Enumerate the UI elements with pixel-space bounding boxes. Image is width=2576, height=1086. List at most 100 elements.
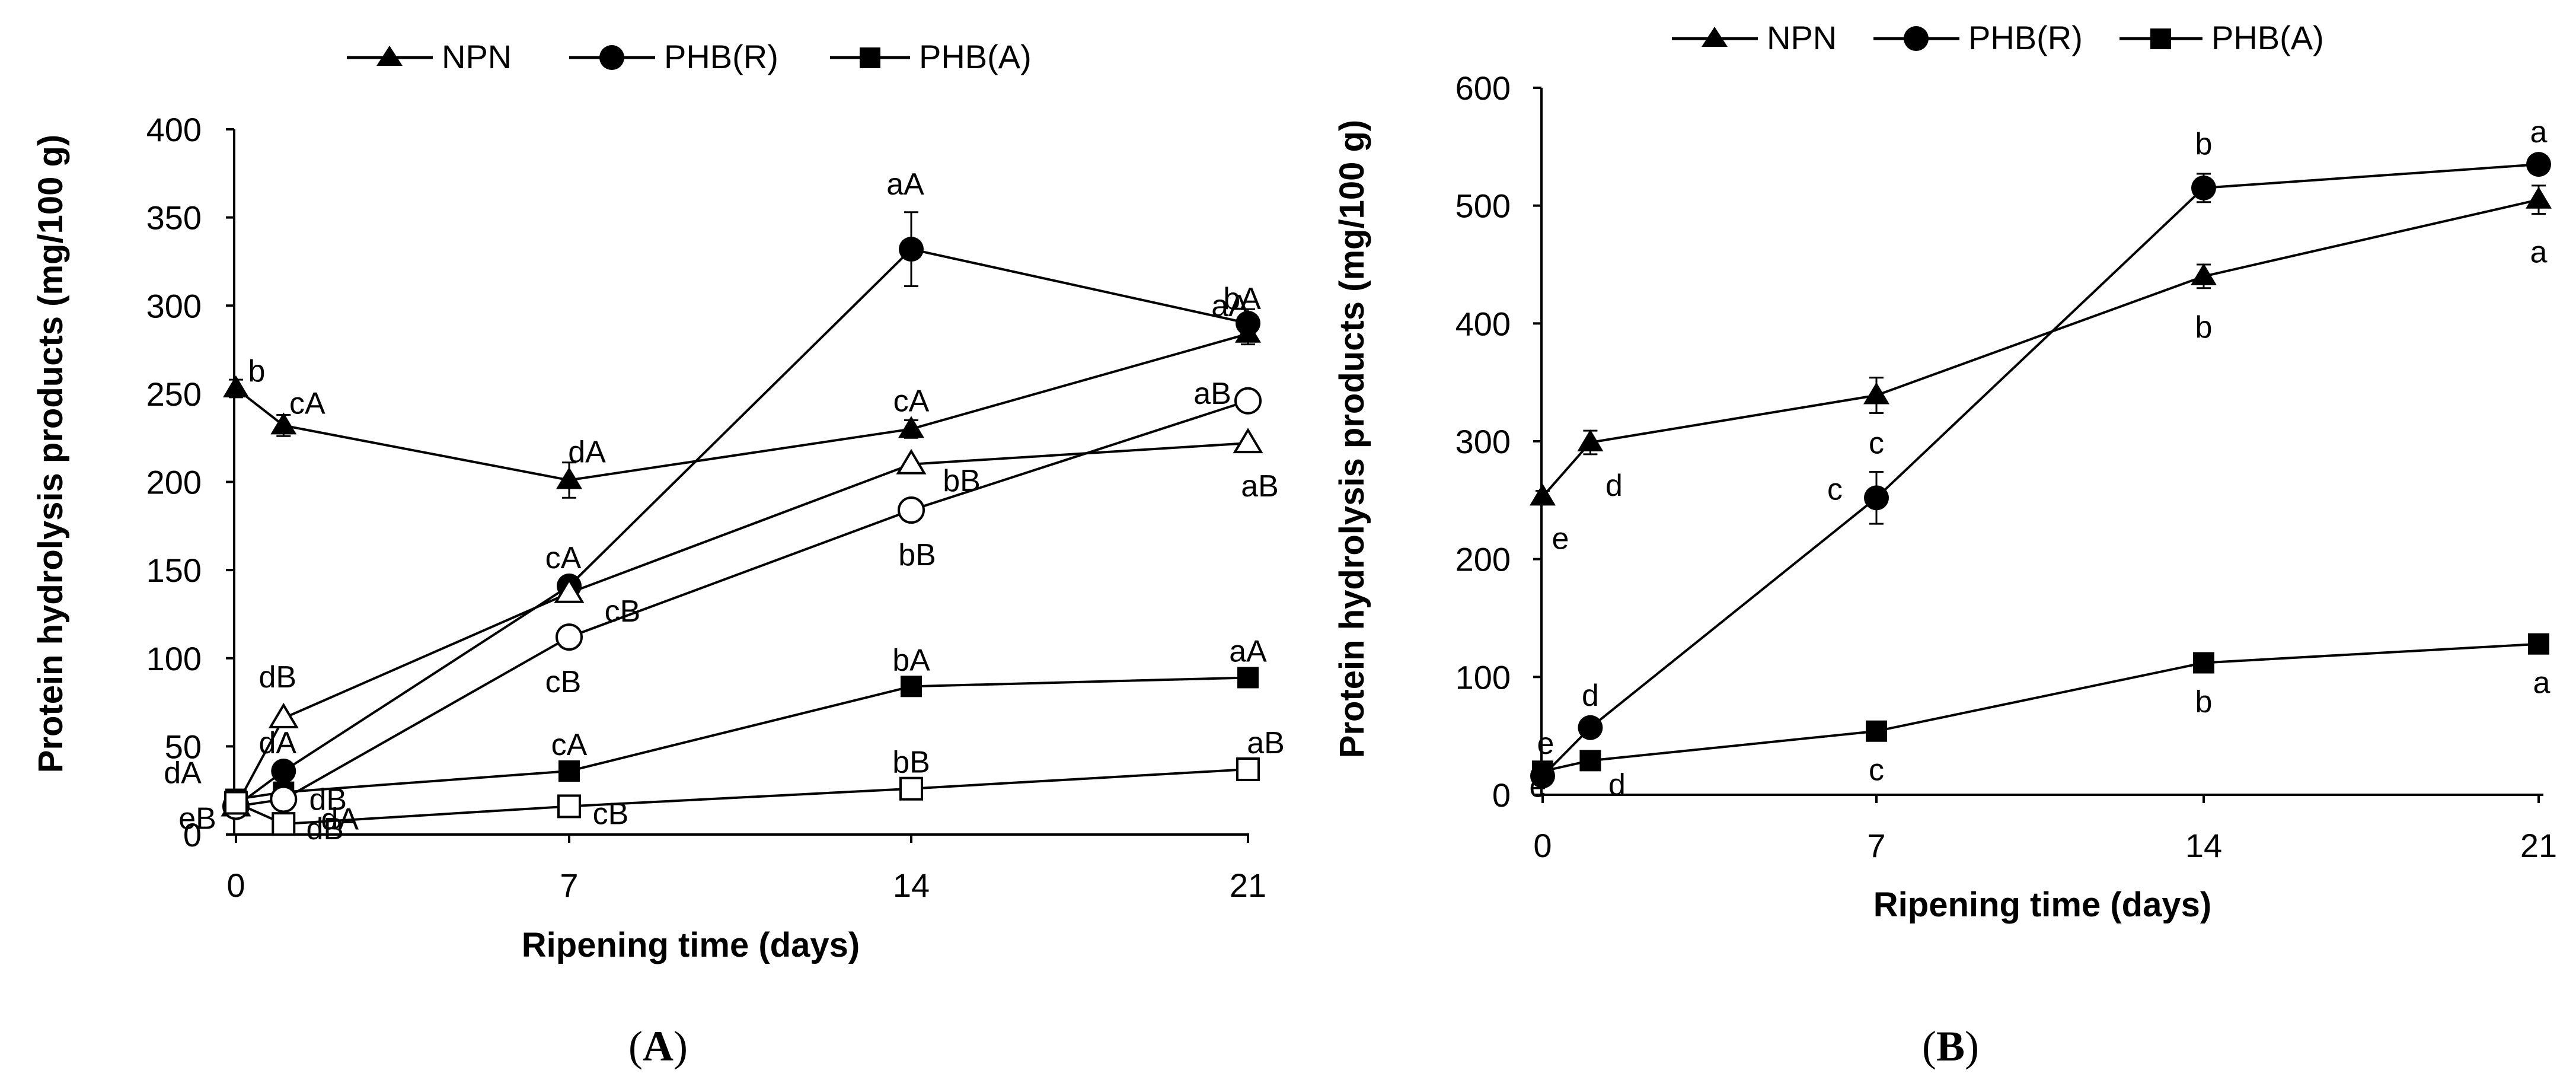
panel-b-series-phb-a-data-label: e	[1530, 769, 1547, 804]
panel-b-series-npn-point	[1530, 483, 1556, 506]
panel-a-y-axis-label: Protein hydrolysis products (mg/100 g)	[31, 135, 70, 773]
panel-a-series-npn-open-point	[896, 448, 927, 474]
panel-a-series-phb-a-open-point	[272, 812, 296, 836]
panel-a-series-phb-r-open-point	[1234, 387, 1262, 415]
panel-b-series-phb-r-point	[1864, 485, 1889, 511]
panel-b-label: (B)	[1922, 1023, 1979, 1070]
panel-b-series-npn-point	[2191, 263, 2217, 285]
panel-b-legend: NPN PHB(R) PHB(A)	[1672, 19, 2324, 56]
panel-a-label-letter: A	[643, 1023, 673, 1070]
panel-a-series-phb-a-point	[1237, 667, 1259, 689]
panel-a-series-phb-a-open-data-label: dB	[306, 812, 344, 846]
panel-a-series-phb-a-data-label: cA	[551, 728, 588, 762]
panel-a-series-npn-point	[556, 467, 582, 489]
panel-b-x-tick-label: 7	[1867, 827, 1885, 864]
panel-a-series-phb-r-open-data-label: bB	[898, 538, 936, 572]
panel-a-y-tick-label: 350	[146, 199, 202, 237]
panel-b-x-axis-label: Ripening time (days)	[1873, 886, 2211, 924]
panel-a-series-phb-r-open-data-label: dB	[309, 783, 347, 817]
panel-a-legend-marker-npn	[376, 46, 403, 66]
panel-a-x-axis-label: Ripening time (days)	[522, 926, 860, 964]
panel-a-series-phb-r-open-data-label: cB	[545, 665, 582, 699]
panel-a-series-npn-data-label: cA	[289, 386, 325, 421]
panel-a-series-phb-r-data-label: eB	[178, 801, 216, 836]
panel-b-y-tick-label: 400	[1455, 305, 1511, 342]
panel-b-series-npn-point	[1863, 382, 1889, 405]
panel-b-y-tick-label: 200	[1455, 541, 1511, 578]
panel-b-y-tick-label: 300	[1455, 423, 1511, 460]
panel-a-series-phb-a-point	[901, 676, 922, 698]
panel-a-x-tick-label: 14	[893, 867, 930, 904]
panel-b-legend-marker-phb-r	[1904, 26, 1929, 51]
panel-b-series-npn-point	[1577, 429, 1604, 451]
panel-b-series-phb-r-point	[2191, 175, 2216, 200]
panel-a-series-phb-a-open-data-label: bB	[892, 746, 930, 780]
panel-a-series-phb-a-open-point	[224, 791, 248, 815]
panel-a-y-tick-label: 400	[146, 111, 202, 148]
panel-b-y-tick-label: 600	[1455, 69, 1511, 107]
panel-a-series-phb-a-data-label: dA	[164, 756, 202, 791]
panel-a-series-npn-data-label: dA	[568, 435, 606, 470]
panel-a-y-tick-label: 0	[183, 816, 202, 853]
panel-a-legend-marker-phb-a	[860, 47, 880, 68]
panel-a-y-tick-label: 50	[165, 728, 202, 765]
panel-a-series-npn-point	[223, 375, 249, 397]
panel-b-series-phb-a-data-label: a	[2533, 666, 2551, 700]
panel-b-series-npn: e d c b a	[1530, 184, 2552, 556]
panel-a-series-phb-a-open-point	[899, 776, 923, 801]
panel-a-y-tick-label: 300	[146, 287, 202, 324]
panel-b-series-npn-data-label: c	[1869, 426, 1884, 461]
panel-a-series-phb-r-data-label: bA	[1223, 282, 1261, 316]
panel-a-series-npn-open: dB cB bB aB	[221, 428, 1279, 817]
panel-a-series-npn-open-data-label: dB	[258, 660, 296, 695]
panel-a-series-phb-r-data-label: cA	[545, 541, 582, 575]
panel-a-series-phb-r-point	[271, 758, 296, 784]
panel-b-legend-marker-npn	[1702, 27, 1728, 47]
panel-a: NPN PHB(R) PHB(A) Protein hydrolysis pro…	[31, 38, 1285, 1070]
panel-a-series-npn-open-point	[268, 702, 299, 728]
panel-a-y-tick-label: 100	[146, 640, 202, 677]
panel-a-series-phb-a-open-point	[1236, 757, 1260, 782]
panel-b-series-phb-a-data-label: d	[1608, 767, 1626, 802]
panel-b-y-tick-label: 500	[1455, 187, 1511, 225]
panel-a-series-npn-open-data-label: bB	[943, 464, 981, 498]
panel-b-series-npn-data-label: d	[1605, 469, 1623, 503]
panel-a-legend-label-phb-r: PHB(R)	[664, 38, 778, 75]
panel-b-series-phb-r-point	[1578, 715, 1603, 740]
panel-a-y-tick-label: 150	[146, 552, 202, 589]
panel-a-series-phb-r-open-point	[556, 623, 583, 651]
panel-b-series-phb-a-data-label: c	[1869, 753, 1884, 788]
panel-a-x-tick-label: 0	[226, 867, 245, 904]
panel-a-series-phb-r-open-point	[898, 496, 925, 524]
panel-b-series-phb-r-data-label: a	[2530, 115, 2548, 149]
panel-a-series-phb-r-data-label: aA	[886, 167, 924, 202]
panel-b-y-tick-label: 100	[1455, 658, 1511, 696]
panel-b-series-phb-r-data-label: d	[1582, 679, 1599, 713]
panel-b-axes: 0 100 200 300 400 500 600 0 7 14 21	[1455, 69, 2558, 864]
panel-a-series-npn-point	[270, 412, 297, 435]
panel-a-series-phb-a-open-point	[557, 794, 581, 819]
panel-b: NPN PHB(R) PHB(A) Protein hydrolysis pro…	[1333, 19, 2557, 1070]
panel-a-label: (A)	[628, 1023, 688, 1070]
panel-a-axes: 0 50 100 150 200 250 300 350 400 0 7 14 21	[146, 111, 1267, 904]
panel-b-legend-label-phb-a: PHB(A)	[2211, 19, 2324, 56]
panel-b-legend-label-npn: NPN	[1767, 19, 1837, 56]
panel-a-series-phb-r-point	[899, 237, 924, 262]
panel-b-series-npn-data-label: b	[2195, 310, 2213, 345]
panel-b-series-phb-a-point	[1866, 720, 1887, 742]
panel-a-x-tick-label: 7	[560, 867, 578, 904]
panel-a-series-phb-a-data-label: bA	[892, 643, 930, 677]
panel-b-series-phb-a: e d cba	[1530, 633, 2551, 804]
panel-a-legend-marker-phb-r	[599, 45, 624, 70]
panel-a-y-tick-label: 200	[146, 464, 202, 501]
panel-a-series-phb-a-open: dB cB bB aB	[224, 726, 1285, 846]
panel-a-series-phb-a-data-label: aA	[1229, 634, 1267, 668]
panel-a-series-phb-a-open-data-label: cB	[593, 797, 629, 831]
panel-b-series-npn-data-label: a	[2530, 235, 2548, 270]
panel-b-series-phb-a-point	[2193, 652, 2214, 674]
